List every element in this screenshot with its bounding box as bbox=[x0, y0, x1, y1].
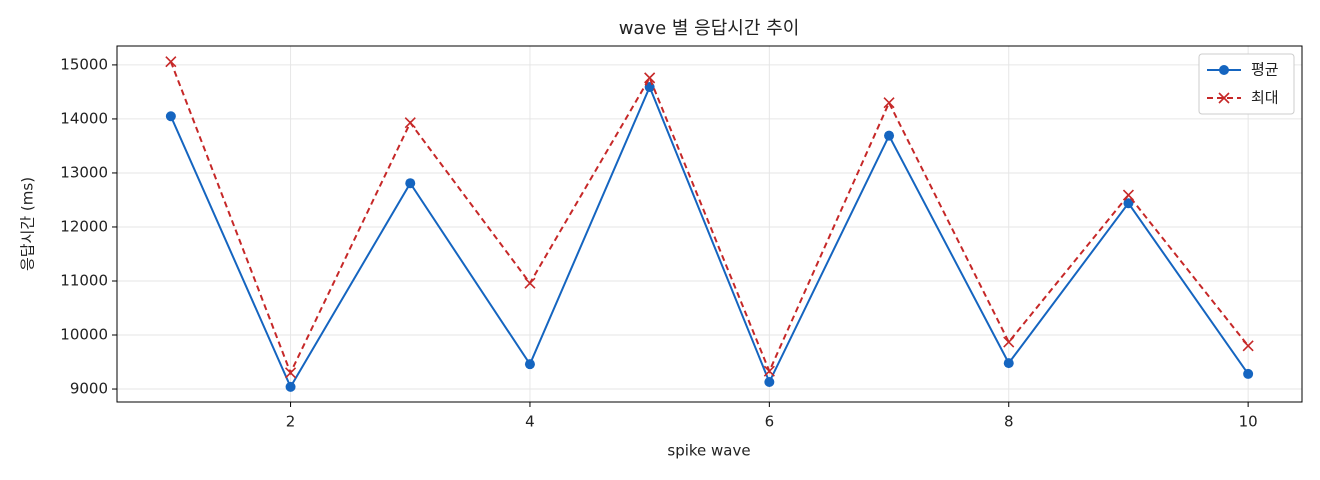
point bbox=[165, 111, 176, 122]
point bbox=[884, 130, 895, 141]
y-tick-label: 15000 bbox=[60, 55, 108, 73]
point bbox=[165, 56, 177, 68]
point bbox=[404, 117, 416, 129]
point bbox=[284, 367, 297, 379]
point bbox=[405, 178, 416, 189]
point bbox=[285, 381, 296, 392]
chart-title: wave 별 응답시간 추이 bbox=[619, 18, 800, 39]
legend-label: 평균 bbox=[1251, 61, 1279, 79]
y-tick-label: 14000 bbox=[60, 109, 108, 127]
plot-frame bbox=[116, 45, 1303, 403]
point bbox=[1123, 198, 1134, 209]
x-tick-label: 10 bbox=[1239, 413, 1258, 431]
y-tick-label: 13000 bbox=[60, 163, 108, 181]
legend-marker bbox=[1219, 65, 1229, 75]
x-tick-label: 4 bbox=[525, 413, 535, 431]
point bbox=[763, 365, 775, 377]
x-axis-label: spike wave bbox=[667, 442, 750, 460]
y-tick-label: 12000 bbox=[60, 217, 108, 235]
point bbox=[524, 359, 535, 370]
point bbox=[883, 97, 895, 109]
y-tick-label: 10000 bbox=[60, 326, 108, 344]
series-line bbox=[169, 61, 1249, 376]
x-tick-label: 8 bbox=[1004, 413, 1014, 431]
x-tick-label: 2 bbox=[286, 413, 296, 431]
series-line bbox=[169, 84, 1249, 390]
y-tick-label: 9000 bbox=[70, 380, 108, 398]
point bbox=[764, 377, 775, 388]
legend-marker bbox=[1218, 92, 1230, 104]
legend-label: 최대 bbox=[1251, 89, 1279, 107]
y-tick-label: 11000 bbox=[60, 271, 108, 289]
point bbox=[1003, 358, 1014, 369]
point bbox=[524, 277, 536, 289]
x-tick-label: 6 bbox=[765, 413, 775, 431]
point bbox=[1242, 340, 1254, 352]
point bbox=[1243, 368, 1254, 379]
point bbox=[1003, 336, 1015, 348]
point bbox=[1122, 189, 1135, 201]
y-axis-label: 응답시간 (ms) bbox=[19, 177, 37, 271]
point bbox=[644, 72, 656, 84]
legend-box bbox=[1198, 53, 1295, 115]
